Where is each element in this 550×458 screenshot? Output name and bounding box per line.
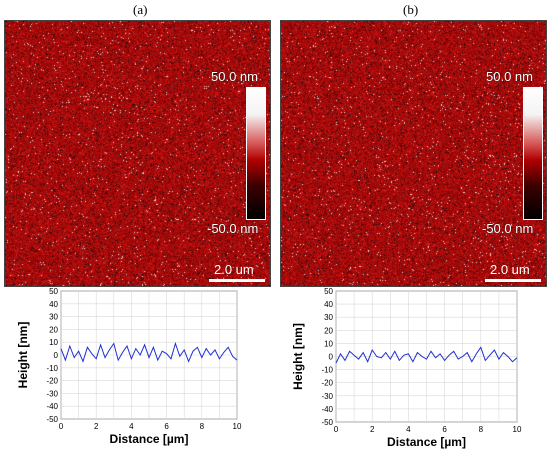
x-tick-label: 6 xyxy=(164,422,169,431)
y-tick-label: 10 xyxy=(324,339,333,348)
y-tick-label: 30 xyxy=(324,313,333,322)
y-tick-label: -30 xyxy=(46,389,58,398)
y-tick-label: -20 xyxy=(46,377,58,386)
y-tick-label: 20 xyxy=(49,325,58,334)
y-tick-label: 50 xyxy=(49,287,58,296)
y-tick-label: 40 xyxy=(324,300,333,309)
colorbar-b xyxy=(523,87,543,220)
colorbar-a xyxy=(246,87,266,220)
x-tick-label: 8 xyxy=(200,422,205,431)
y-tick-label: 10 xyxy=(49,338,58,347)
x-tick-label: 4 xyxy=(129,422,134,431)
x-tick-label: 10 xyxy=(513,425,522,434)
afm-image-b: 50.0 nm -50.0 nm 2.0 um xyxy=(280,20,547,287)
colorbar-min-b: -50.0 nm xyxy=(482,221,534,236)
y-tick-label: 0 xyxy=(54,351,59,360)
x-tick-label: 2 xyxy=(370,425,375,434)
y-axis-title: Height [nm] xyxy=(16,322,30,389)
x-tick-label: 2 xyxy=(94,422,99,431)
x-tick-label: 0 xyxy=(334,425,339,434)
x-tick-label: 10 xyxy=(233,422,242,431)
profile-line xyxy=(335,346,518,364)
y-tick-label: 40 xyxy=(49,300,58,309)
x-tick-label: 6 xyxy=(442,425,447,434)
scale-bar-label-a: 2.0 um xyxy=(214,262,254,277)
x-tick-label: 4 xyxy=(406,425,411,434)
panel-label-a: (a) xyxy=(133,2,148,17)
x-tick-label: 8 xyxy=(479,425,484,434)
profile-line xyxy=(60,341,238,363)
y-axis-title: Height [nm] xyxy=(291,323,305,390)
x-axis-title: Distance [µm] xyxy=(110,432,189,446)
y-tick-label: 20 xyxy=(324,326,333,335)
y-tick-label: -40 xyxy=(46,402,58,411)
y-tick-label: -10 xyxy=(46,364,58,373)
colorbar-min-a: -50.0 nm xyxy=(207,221,259,236)
afm-image-a: 50.0 nm -50.0 nm 2.0 um xyxy=(4,20,271,287)
y-tick-label: -40 xyxy=(321,405,333,414)
scale-bar-a xyxy=(209,279,265,282)
colorbar-max-b: 50.0 nm xyxy=(486,69,533,84)
y-tick-label: 50 xyxy=(324,287,333,296)
x-axis-title: Distance [µm] xyxy=(387,435,466,449)
colorbar-max-a: 50.0 nm xyxy=(211,69,258,84)
y-tick-label: -50 xyxy=(321,418,333,427)
x-tick-label: 0 xyxy=(59,422,64,431)
y-tick-label: 0 xyxy=(329,353,334,362)
y-tick-label: -20 xyxy=(321,379,333,388)
y-tick-label: -50 xyxy=(46,415,58,424)
y-tick-label: -30 xyxy=(321,392,333,401)
y-tick-label: -10 xyxy=(321,366,333,375)
scale-bar-b xyxy=(485,279,541,282)
afm-texture-a xyxy=(5,21,270,286)
y-tick-label: 30 xyxy=(49,313,58,322)
scale-bar-label-b: 2.0 um xyxy=(490,262,530,277)
panel-label-b: (b) xyxy=(403,2,419,17)
afm-texture-b xyxy=(281,21,546,286)
